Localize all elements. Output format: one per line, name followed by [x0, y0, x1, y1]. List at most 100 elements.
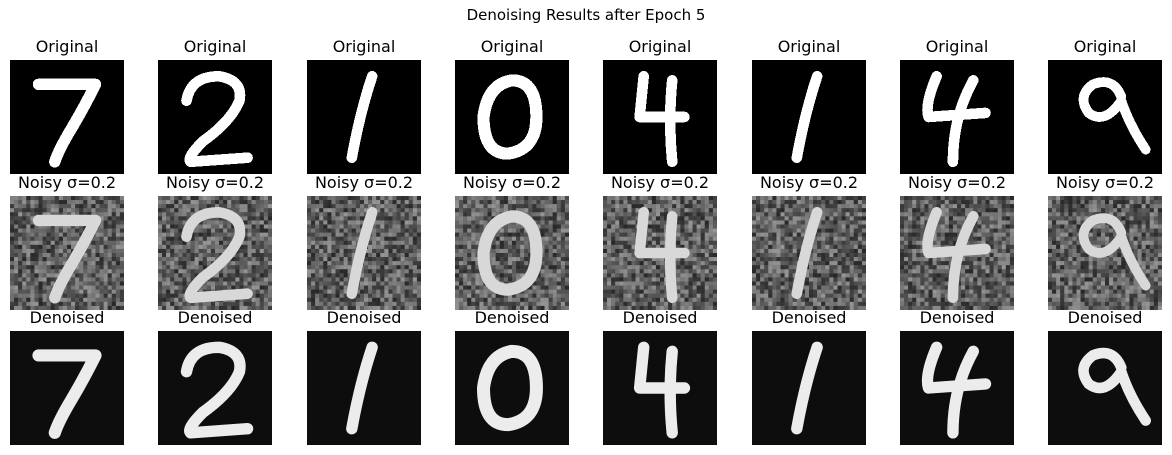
noisy-image-6: Noisy σ=0.2 [752, 173, 866, 310]
original-title: Original [628, 37, 692, 56]
digit-2-noisy [158, 196, 272, 310]
digit-2-original [158, 60, 272, 174]
denoised-image-6: Denoised [752, 308, 866, 445]
original-image-6: Original [752, 37, 866, 174]
digit-4-noisy [603, 196, 717, 310]
original-image-3: Original [307, 37, 421, 174]
noisy-title: Noisy σ=0.2 [462, 173, 562, 192]
digit-stroke [922, 206, 991, 304]
noisy-image-2: Noisy σ=0.2 [158, 173, 272, 310]
noisy-image-4: Noisy σ=0.2 [455, 173, 569, 310]
denoised-title: Denoised [29, 308, 105, 327]
suptitle: Denoising Results after Epoch 5 [466, 6, 706, 24]
digit-stroke [477, 210, 543, 296]
original-title: Original [480, 37, 544, 56]
denoised-title: Denoised [326, 308, 402, 327]
noisy-title: Noisy σ=0.2 [759, 173, 859, 192]
digit-stroke [922, 70, 991, 168]
digit-1-denoised [307, 331, 421, 445]
noisy-image-3: Noisy σ=0.2 [307, 173, 421, 310]
digit-9-original [1048, 60, 1162, 174]
digit-stroke [32, 78, 102, 168]
digit-9-denoised [1048, 331, 1162, 445]
digit-stroke [1078, 347, 1152, 426]
original-image-8: Original [1048, 37, 1162, 174]
digit-stroke [791, 341, 823, 435]
digit-stroke [346, 206, 378, 300]
digit-stroke [32, 214, 102, 304]
digit-1-denoised [752, 331, 866, 445]
noisy-title: Noisy σ=0.2 [314, 173, 414, 192]
digit-1-original [307, 60, 421, 174]
noisy-title: Noisy σ=0.2 [165, 173, 265, 192]
digit-9-noisy [1048, 196, 1162, 310]
digit-stroke [476, 344, 543, 432]
digit-7-original [10, 60, 124, 174]
digit-1-noisy [752, 196, 866, 310]
denoised-image-3: Denoised [307, 308, 421, 445]
original-image-1: Original [10, 37, 124, 174]
noisy-title: Noisy σ=0.2 [907, 173, 1007, 192]
digit-stroke [32, 349, 102, 439]
original-image-4: Original [455, 37, 569, 174]
digit-stroke [634, 70, 690, 168]
denoised-title: Denoised [1067, 308, 1143, 327]
original-title: Original [1073, 37, 1137, 56]
digit-stroke [180, 341, 254, 439]
digit-2-denoised [158, 331, 272, 445]
original-title: Original [332, 37, 396, 56]
digit-stroke [477, 74, 543, 160]
digit-stroke [1078, 213, 1151, 291]
denoised-title: Denoised [919, 308, 995, 327]
denoised-title: Denoised [622, 308, 698, 327]
digit-4-denoised [900, 331, 1014, 445]
denoised-image-1: Denoised [10, 308, 124, 445]
noisy-image-1: Noisy σ=0.2 [10, 173, 124, 310]
original-image-7: Original [900, 37, 1014, 174]
digit-0-noisy [455, 196, 569, 310]
digit-0-denoised [455, 331, 569, 445]
image-background [10, 331, 124, 445]
digit-stroke [181, 206, 253, 304]
digit-stroke [791, 206, 823, 300]
digit-7-noisy [10, 196, 124, 310]
digit-1-noisy [307, 196, 421, 310]
denoised-image-5: Denoised [603, 308, 717, 445]
original-image-2: Original [158, 37, 272, 174]
digit-7-denoised [10, 331, 124, 445]
noisy-image-8: Noisy σ=0.2 [1048, 173, 1162, 310]
original-title: Original [777, 37, 841, 56]
original-title: Original [35, 37, 99, 56]
noisy-title: Noisy σ=0.2 [17, 173, 117, 192]
original-title: Original [183, 37, 247, 56]
digit-stroke [181, 70, 253, 168]
digit-stroke [791, 70, 823, 164]
denoised-title: Denoised [771, 308, 847, 327]
digit-0-original [455, 60, 569, 174]
digit-4-original [603, 60, 717, 174]
denoised-image-4: Denoised [455, 308, 569, 445]
digit-stroke [346, 341, 378, 435]
denoised-image-7: Denoised [900, 308, 1014, 445]
original-image-5: Original [603, 37, 717, 174]
denoised-image-2: Denoised [158, 308, 272, 445]
denoised-title: Denoised [474, 308, 550, 327]
noisy-image-5: Noisy σ=0.2 [603, 173, 717, 310]
denoised-title: Denoised [177, 308, 253, 327]
denoised-image-8: Denoised [1048, 308, 1162, 445]
digit-stroke [346, 70, 378, 164]
noisy-title: Noisy σ=0.2 [1055, 173, 1155, 192]
digit-stroke [921, 341, 992, 439]
digit-stroke [634, 206, 690, 304]
noisy-title: Noisy σ=0.2 [610, 173, 710, 192]
digit-1-original [752, 60, 866, 174]
digit-4-original [900, 60, 1014, 174]
digit-stroke [1078, 77, 1151, 155]
image-background [10, 60, 124, 174]
noisy-image-7: Noisy σ=0.2 [900, 173, 1014, 310]
digit-stroke [633, 341, 691, 439]
original-title: Original [925, 37, 989, 56]
digit-4-noisy [900, 196, 1014, 310]
digit-4-denoised [603, 331, 717, 445]
